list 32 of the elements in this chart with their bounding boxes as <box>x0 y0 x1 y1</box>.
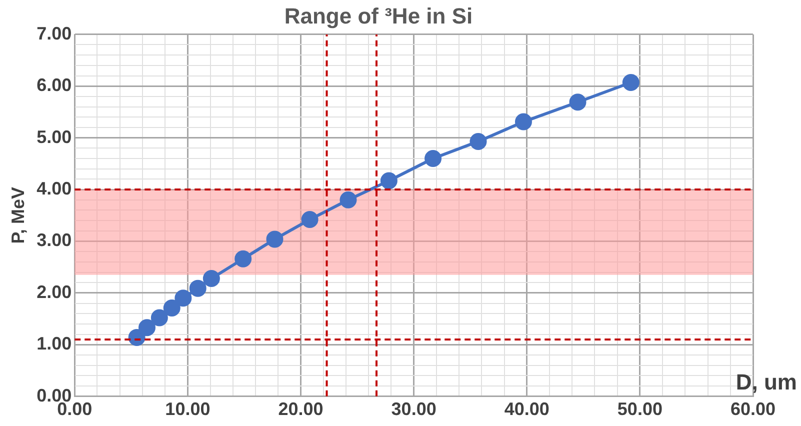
point <box>569 94 586 111</box>
point <box>380 172 398 190</box>
point <box>266 230 284 248</box>
point <box>163 299 180 316</box>
point <box>622 74 640 91</box>
point <box>138 319 156 336</box>
y-tick-label: 5.00 <box>36 126 72 147</box>
x-tick-label: 30.00 <box>391 399 436 420</box>
y-tick-label: 4.00 <box>36 178 72 199</box>
point <box>301 211 318 228</box>
point <box>174 290 192 307</box>
chart-title: Range of ³He in Si <box>284 3 473 28</box>
point <box>514 113 532 130</box>
x-tick-label: 20.00 <box>278 399 324 420</box>
x-tick-label: 40.00 <box>504 399 550 420</box>
y-tick-label: 1.00 <box>36 334 72 354</box>
point <box>189 280 206 297</box>
x-tick-label: 50.00 <box>617 399 662 420</box>
point <box>202 270 220 287</box>
y-tick-label: 2.00 <box>36 282 72 302</box>
point <box>150 309 168 326</box>
x-tick-label: 10.00 <box>165 399 210 420</box>
y-tick-label: 7.00 <box>36 23 72 44</box>
point <box>234 250 252 268</box>
point <box>424 150 442 168</box>
y-axis-title: P, MeV <box>8 187 28 244</box>
y-tick-label: 3.00 <box>36 230 72 250</box>
y-tick-label: 6.00 <box>36 75 72 96</box>
point <box>340 191 357 208</box>
x-axis-title: D, um <box>736 369 797 394</box>
x-tick-label: 60.00 <box>730 399 776 420</box>
point <box>470 132 487 150</box>
